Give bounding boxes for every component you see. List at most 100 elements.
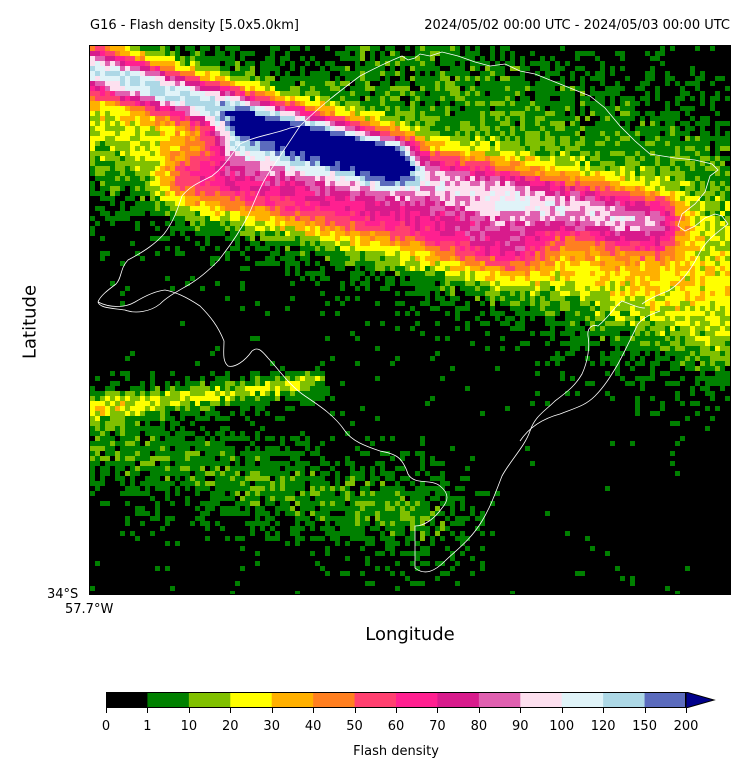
density-cell (555, 226, 560, 231)
density-cell (385, 241, 390, 246)
density-cell (710, 271, 715, 276)
density-cell (715, 131, 720, 136)
density-cell (720, 256, 725, 261)
density-cell (230, 226, 235, 231)
density-cell (335, 116, 340, 121)
density-cell (535, 161, 540, 166)
density-cell (640, 86, 645, 91)
density-cell (595, 121, 600, 126)
density-cell (520, 211, 525, 216)
density-cell (425, 186, 430, 191)
density-cell (645, 126, 650, 131)
density-cell (480, 151, 485, 156)
density-cell (270, 81, 275, 86)
density-cell (575, 201, 580, 206)
density-cell (335, 121, 340, 126)
density-cell (320, 121, 325, 126)
density-cell (240, 216, 245, 221)
density-cell (335, 171, 340, 176)
density-cell (500, 81, 505, 86)
density-cell (425, 251, 430, 256)
density-cell (470, 211, 475, 216)
density-cell (275, 101, 280, 106)
density-cell (425, 271, 430, 276)
density-cell (570, 241, 575, 246)
density-cell (665, 106, 670, 111)
density-cell (130, 76, 135, 81)
density-cell (405, 156, 410, 161)
density-cell (415, 91, 420, 96)
density-cell (440, 266, 445, 271)
density-cell (590, 151, 595, 156)
density-cell (255, 226, 260, 231)
density-cell (680, 191, 685, 196)
density-cell (390, 266, 395, 271)
density-cell (110, 146, 115, 151)
density-cell (285, 161, 290, 166)
density-cell (135, 71, 140, 76)
density-cell (150, 126, 155, 131)
density-cell (435, 246, 440, 251)
density-cell (615, 251, 620, 256)
density-cell (435, 276, 440, 281)
density-cell (225, 61, 230, 66)
density-cell (570, 136, 575, 141)
density-cell (130, 126, 135, 131)
density-cell (475, 121, 480, 126)
density-cell (380, 261, 385, 266)
density-cell (305, 156, 310, 161)
density-cell (690, 71, 695, 76)
density-cell (455, 141, 460, 146)
density-cell (470, 206, 475, 211)
density-cell (460, 151, 465, 156)
density-cell (150, 61, 155, 66)
density-cell (465, 171, 470, 176)
density-cell (205, 211, 210, 216)
density-cell (615, 261, 620, 266)
density-cell (690, 196, 695, 201)
density-cell (265, 191, 270, 196)
density-cell (535, 136, 540, 141)
density-cell (235, 156, 240, 161)
density-cell (110, 86, 115, 91)
density-cell (475, 46, 480, 51)
density-cell (710, 216, 715, 221)
density-cell (595, 101, 600, 106)
density-cell (665, 126, 670, 131)
density-cell (110, 126, 115, 131)
density-cell (520, 176, 525, 181)
density-cell (355, 176, 360, 181)
density-cell (435, 271, 440, 276)
density-cell (375, 226, 380, 231)
density-cell (210, 86, 215, 91)
density-cell (350, 216, 355, 221)
density-cell (245, 246, 250, 251)
density-cell (650, 141, 655, 146)
density-cell (175, 181, 180, 186)
density-cell (125, 101, 130, 106)
density-cell (340, 156, 345, 161)
density-cell (390, 71, 395, 76)
density-cell (195, 136, 200, 141)
density-cell (610, 131, 615, 136)
density-cell (435, 166, 440, 171)
density-cell (525, 266, 530, 271)
density-cell (635, 111, 640, 116)
density-cell (360, 131, 365, 136)
density-cell (535, 196, 540, 201)
density-cell (130, 51, 135, 56)
density-cell (235, 211, 240, 216)
density-cell (500, 226, 505, 231)
density-cell (545, 171, 550, 176)
density-cell (565, 176, 570, 181)
density-cell (105, 101, 110, 106)
density-cell (305, 271, 310, 276)
density-cell (375, 116, 380, 121)
density-cell (315, 241, 320, 246)
density-cell (430, 161, 435, 166)
density-cell (695, 261, 700, 266)
density-cell (475, 181, 480, 186)
density-cell (630, 146, 635, 151)
density-cell (300, 106, 305, 111)
density-cell (230, 161, 235, 166)
